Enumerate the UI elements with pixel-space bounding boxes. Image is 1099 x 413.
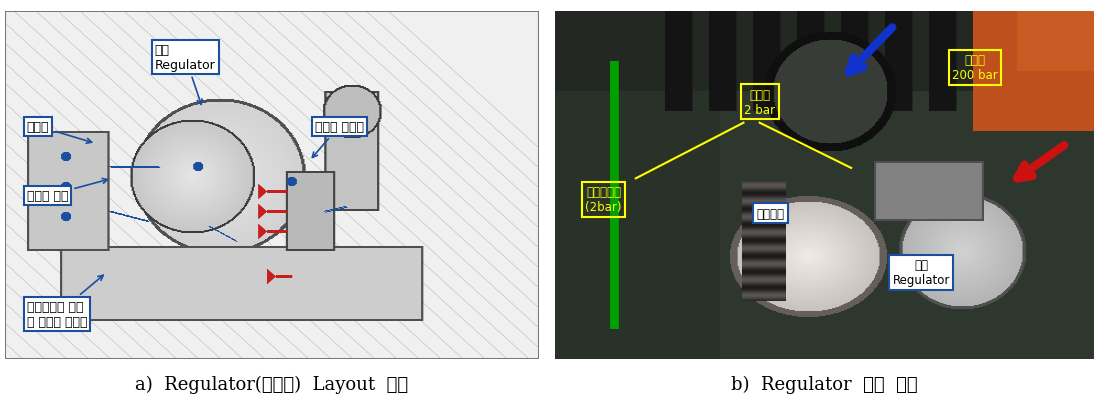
Text: 연료압
2 bar: 연료압 2 bar	[744, 89, 775, 116]
Text: b)  Regulator  설치  모습: b) Regulator 설치 모습	[731, 375, 918, 393]
Text: 흡기호스: 흡기호스	[756, 207, 785, 220]
Text: 브라켓: 브라켓	[26, 120, 91, 144]
Text: 냉각수 호스: 냉각수 호스	[26, 179, 108, 203]
Text: a)  Regulator(감압기)  Layout  검토: a) Regulator(감압기) Layout 검토	[135, 375, 409, 393]
Text: 냉각수 플랜지: 냉각수 플랜지	[312, 120, 364, 158]
Text: 가스
Regulator: 가스 Regulator	[155, 43, 215, 105]
Text: 가스
Regulator: 가스 Regulator	[892, 259, 950, 287]
Text: 기어케이스 냉각
수 되돌림 플랜지: 기어케이스 냉각 수 되돌림 플랜지	[26, 275, 103, 328]
Text: 인젝터레일
(2bar): 인젝터레일 (2bar)	[585, 186, 622, 214]
Text: 연료압
200 bar: 연료압 200 bar	[952, 54, 998, 82]
